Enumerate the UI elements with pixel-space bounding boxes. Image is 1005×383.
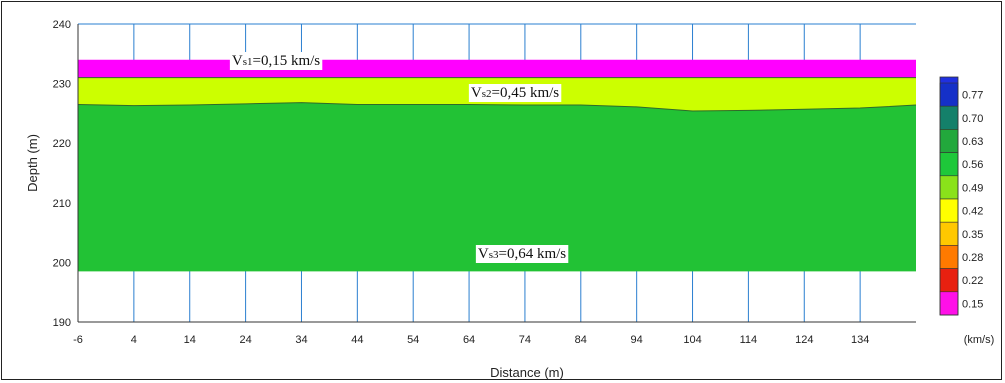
colorbar-swatch: [939, 198, 959, 223]
colorbar-cap: [940, 77, 958, 83]
y-tick-label: 200: [53, 257, 71, 269]
layer-boundary-2: [77, 102, 917, 112]
x-tick-label: 34: [295, 334, 307, 346]
colorbar-label: 0.77: [962, 90, 983, 102]
y-tick-label: 210: [53, 198, 71, 210]
colorbar-label: 0.28: [962, 252, 983, 264]
colorbar-swatch: [939, 268, 959, 293]
colorbar-label: 0.56: [962, 159, 983, 171]
colorbar-unit: (km/s): [964, 334, 995, 346]
colorbar-swatch: [939, 152, 959, 177]
colorbar-label: 0.42: [962, 206, 983, 218]
layer-annotation-text: Vs3=0,64 km/s: [478, 246, 566, 262]
colorbar-label: 0.22: [962, 275, 983, 287]
layer-annotation-box: [468, 84, 562, 102]
x-tick-label: 114: [740, 334, 758, 346]
x-tick-label: 94: [631, 334, 643, 346]
x-tick-label: 124: [795, 334, 813, 346]
layer-annotation-1: Vs1=0,15 km/s: [229, 52, 323, 70]
layer-annotation-box: [475, 245, 569, 263]
colorbar-label: 0.49: [962, 182, 983, 194]
colorbar-label: 0.70: [962, 113, 983, 125]
x-tick-label: 104: [683, 334, 701, 346]
colorbar-label: 0.35: [962, 229, 983, 241]
x-tick-label: 24: [239, 334, 251, 346]
colorbar-label: 0.15: [962, 298, 983, 310]
layer-annotation-text: Vs1=0,15 km/s: [232, 53, 320, 69]
colorbar-swatch: [939, 129, 959, 153]
colorbar-label: 0.63: [962, 136, 983, 148]
colorbar-swatch: [939, 221, 959, 246]
x-tick-label: -6: [73, 334, 83, 346]
y-axis-title: Depth (m): [25, 134, 40, 192]
layer-annotation-2: Vs2=0,45 km/s: [468, 84, 562, 102]
velocity-layer-1: [78, 59, 916, 78]
layer-annotation-3: Vs3=0,64 km/s: [475, 245, 569, 263]
colorbar-swatch: [939, 245, 959, 269]
velocity-layer-3: [78, 102, 916, 272]
layer-annotation-box: [229, 52, 323, 70]
colorbar: 0.77 0.70 0.63 0.56 0.49 0.42 0.35 0.28 0.22 0.15…: [939, 76, 995, 346]
colorbar-swatch: [939, 105, 959, 130]
layer-annotation-text: Vs2=0,45 km/s: [471, 85, 559, 101]
x-tick-label: 44: [351, 334, 363, 346]
x-tick-label: 14: [184, 334, 196, 346]
x-axis-title: Distance (m): [490, 365, 564, 380]
y-tick-label: 240: [53, 19, 71, 31]
colorbar-swatch: [939, 291, 959, 316]
x-tick-label: 134: [851, 334, 869, 346]
x-tick-label: 74: [519, 334, 531, 346]
colorbar-border: [939, 76, 959, 316]
x-tick-label: 64: [463, 334, 475, 346]
colorbar-swatch: [939, 175, 959, 200]
y-tick-label: 190: [53, 317, 71, 329]
colorbar-swatch: [939, 82, 959, 107]
x-tick-label: 84: [575, 334, 587, 346]
y-tick-label: 230: [53, 79, 71, 91]
y-tick-label: 220: [53, 138, 71, 150]
x-tick-label: 4: [131, 334, 137, 346]
x-tick-label: 54: [407, 334, 419, 346]
